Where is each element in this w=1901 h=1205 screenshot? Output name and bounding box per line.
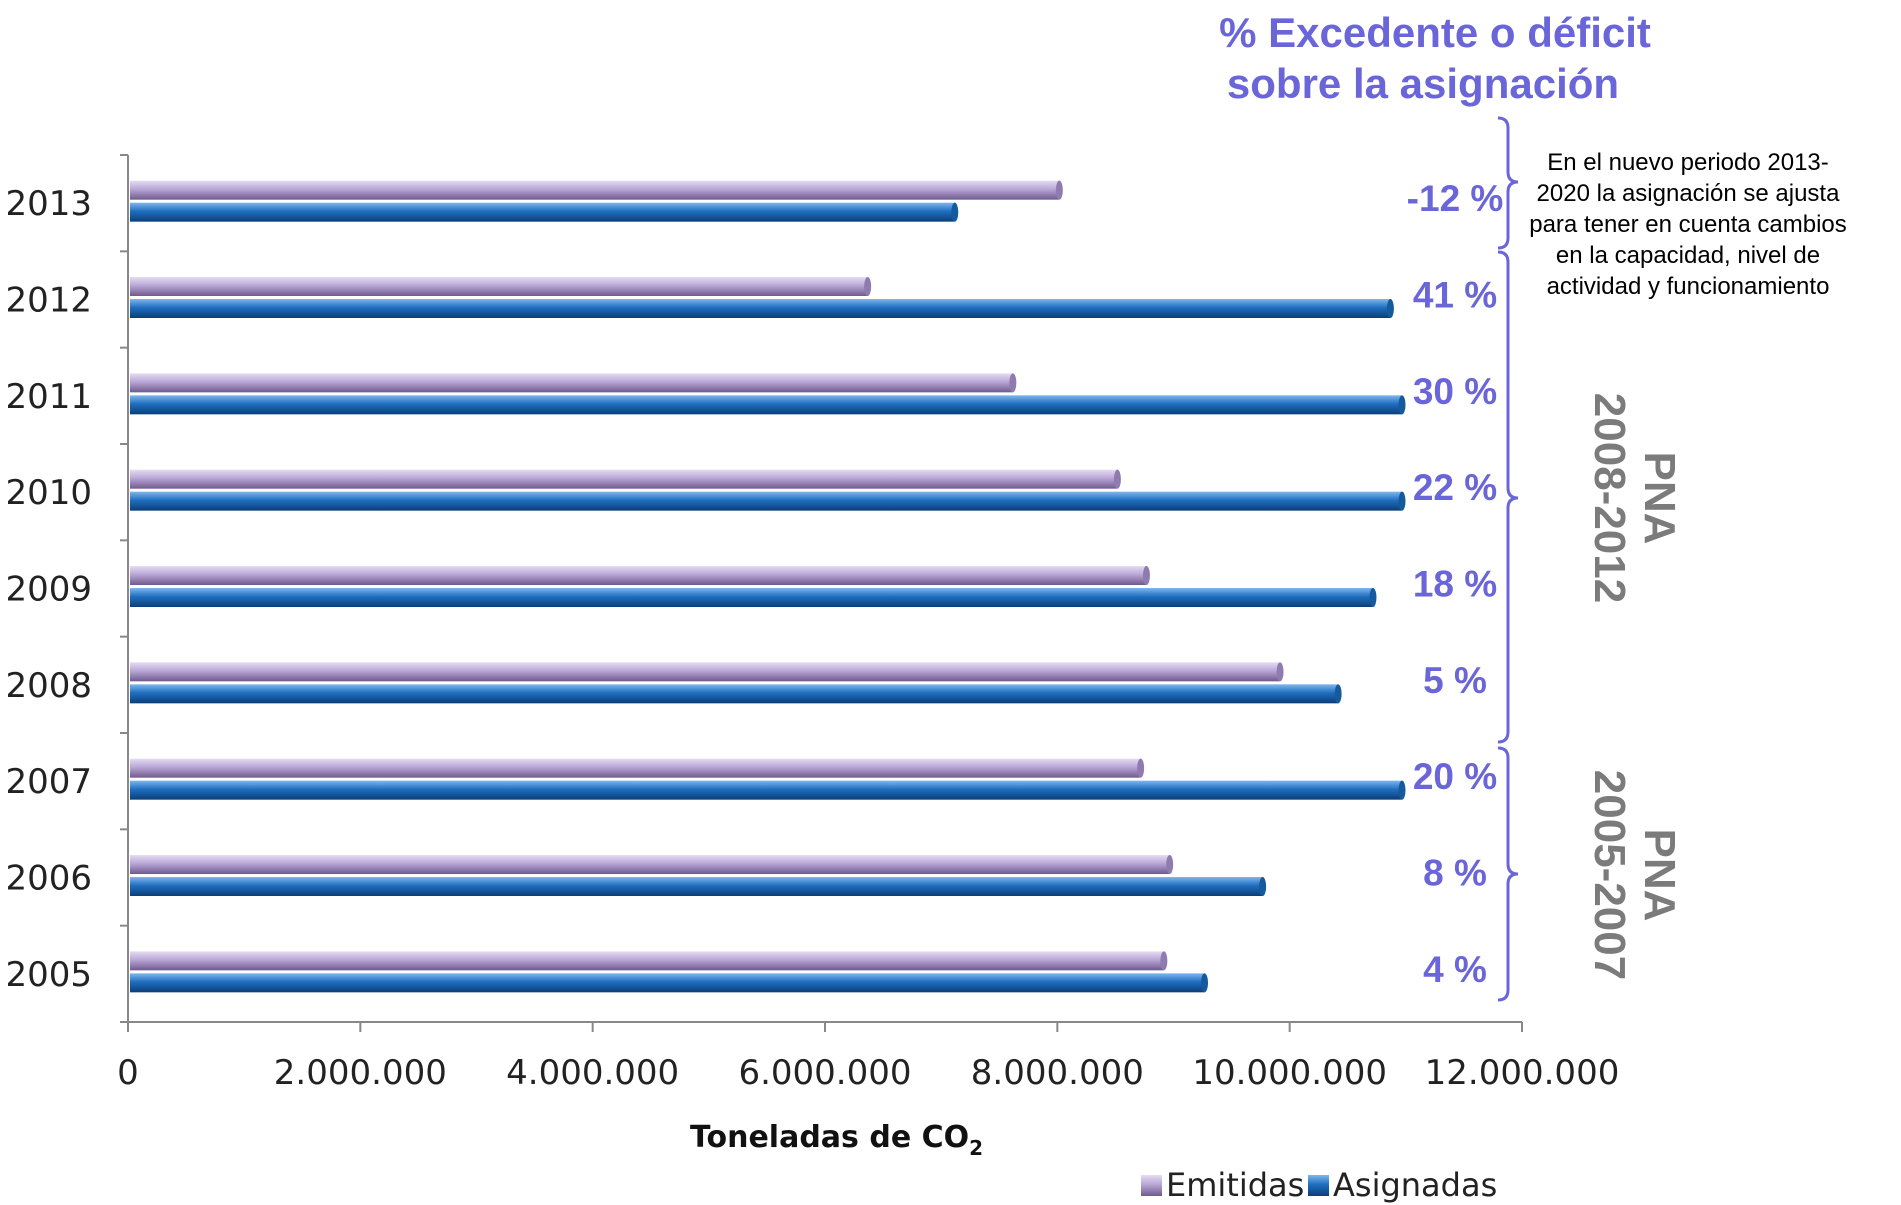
bar-emitidas: [130, 566, 1147, 585]
y-tick-label: 2013: [5, 184, 92, 224]
bar-emitidas: [130, 277, 868, 296]
period-label-2008-2012: PNA 2008-2012: [1585, 393, 1684, 603]
bar-asignadas: [130, 684, 1339, 704]
bar-asignadas: [130, 202, 955, 222]
x-tick-label: 0: [117, 1053, 139, 1093]
percent-label: 8 %: [1423, 853, 1487, 894]
percent-label: 22 %: [1413, 467, 1497, 508]
bar-end-cap: [1398, 395, 1406, 415]
bar-end-cap: [1166, 855, 1174, 874]
bar-end-cap: [1334, 684, 1342, 704]
x-axis-ticks: 0 2.000.000 4.000.000 6.000.000 8.000.000 10.…: [117, 1022, 1619, 1093]
bar-emitidas: [130, 662, 1281, 682]
bar-end-cap: [1055, 180, 1063, 200]
bar-end-cap: [1142, 566, 1150, 585]
bar-end-cap: [1259, 877, 1267, 896]
legend-label-asignadas: Asignadas: [1333, 1166, 1497, 1204]
adjustment-note: En el nuevo periodo 2013- 2020 la asigna…: [1529, 149, 1847, 300]
percent-label: 41 %: [1413, 275, 1497, 316]
bar-asignadas: [130, 491, 1403, 511]
y-tick-label: 2011: [5, 377, 92, 417]
percent-label: 30 %: [1413, 371, 1497, 412]
y-tick-label: 2012: [5, 281, 92, 321]
bar-emitidas: [130, 180, 1060, 200]
period-label-2005-2007: PNA 2005-2007: [1585, 770, 1684, 980]
bar-asignadas: [130, 588, 1373, 607]
bar-end-cap: [1386, 299, 1394, 318]
bars-group: [130, 180, 1406, 993]
y-tick-label: 2005: [5, 955, 92, 995]
bar-end-cap: [1009, 373, 1017, 393]
y-tick-label: 2008: [5, 666, 92, 706]
bar-end-cap: [1201, 973, 1209, 993]
bar-end-cap: [1398, 780, 1406, 800]
period-braces: [1497, 116, 1519, 1002]
note-line: En el nuevo periodo 2013-: [1547, 149, 1829, 176]
period-label-line: PNA: [1635, 829, 1684, 922]
bar-end-cap: [1276, 662, 1284, 682]
bar-asignadas: [130, 395, 1403, 415]
percent-label: 20 %: [1413, 756, 1497, 797]
percent-label: 18 %: [1413, 564, 1497, 605]
y-tick-label: 2010: [5, 473, 92, 513]
bar-asignadas: [130, 299, 1391, 318]
legend-label-emitidas: Emitidas: [1166, 1166, 1304, 1204]
bar-end-cap: [864, 277, 872, 296]
period-label-line: PNA: [1635, 452, 1684, 545]
legend-swatch-asignadas: [1308, 1175, 1329, 1196]
percentage-labels: -12 % 41 % 30 % 22 % 18 % 5 % 20 % 8 % 4 %: [1407, 178, 1504, 990]
note-line: 2020 la asignación se ajusta: [1537, 180, 1841, 207]
brace-2005-2007: [1497, 746, 1519, 1002]
bar-emitidas: [130, 373, 1013, 393]
brace-2008-2012: [1497, 250, 1519, 744]
percent-title-line1: % Excedente o déficit: [1219, 9, 1651, 56]
bar-emitidas: [130, 758, 1141, 778]
period-label-line: 2005-2007: [1585, 770, 1634, 980]
bar-end-cap: [1160, 951, 1168, 971]
bar-end-cap: [1369, 588, 1377, 607]
y-tick-label: 2006: [5, 859, 92, 899]
percent-title-line2: sobre la asignación: [1227, 60, 1619, 107]
x-tick-label: 2.000.000: [274, 1053, 447, 1093]
x-tick-label: 8.000.000: [971, 1053, 1144, 1093]
bar-end-cap: [1398, 491, 1406, 511]
bar-end-cap: [1113, 469, 1121, 489]
bar-end-cap: [1137, 758, 1145, 778]
note-line: para tener en cuenta cambios: [1529, 211, 1847, 238]
bar-emitidas: [130, 951, 1164, 971]
bar-asignadas: [130, 780, 1403, 800]
period-label-line: 2008-2012: [1585, 393, 1634, 603]
legend-swatch-emitidas: [1141, 1175, 1162, 1196]
y-tick-label: 2009: [5, 570, 92, 610]
x-axis-title-main: Toneladas de CO: [690, 1120, 969, 1155]
bar-asignadas: [130, 877, 1263, 896]
x-tick-label: 6.000.000: [738, 1053, 911, 1093]
note-line: actividad y funcionamiento: [1547, 273, 1830, 300]
brace-2013: [1497, 116, 1519, 250]
y-tick-label: 2007: [5, 762, 92, 802]
percent-label: 5 %: [1423, 660, 1487, 701]
y-axis-ticks: 2013 2012 2011 2010 2009 2008 2007 2006 2005: [5, 154, 128, 1023]
x-axis-title: Toneladas de CO2: [690, 1120, 983, 1160]
x-tick-label: 10.000.000: [1192, 1053, 1387, 1093]
legend: Emitidas Asignadas: [1141, 1166, 1497, 1204]
x-axis-title-subscript: 2: [969, 1136, 983, 1160]
bar-emitidas: [130, 469, 1118, 489]
x-tick-label: 4.000.000: [506, 1053, 679, 1093]
bar-emitidas: [130, 855, 1170, 874]
percent-label: -12 %: [1407, 178, 1504, 219]
x-tick-label: 12.000.000: [1425, 1053, 1620, 1093]
note-line: en la capacidad, nivel de: [1556, 242, 1820, 269]
bar-asignadas: [130, 973, 1205, 993]
percent-label: 4 %: [1423, 949, 1487, 990]
bar-end-cap: [951, 202, 959, 222]
